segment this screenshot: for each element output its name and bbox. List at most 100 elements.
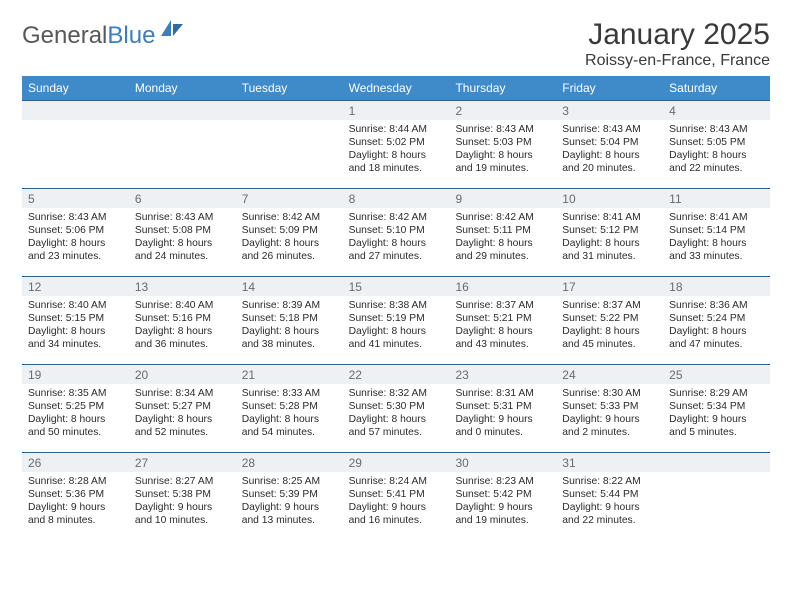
- sunset-line: Sunset: 5:15 PM: [28, 312, 123, 325]
- daylight-line: Daylight: 9 hours and 13 minutes.: [242, 501, 337, 527]
- sunrise-line: Sunrise: 8:33 AM: [242, 387, 337, 400]
- daylight-line: Daylight: 8 hours and 29 minutes.: [455, 237, 550, 263]
- sunset-line: Sunset: 5:24 PM: [669, 312, 764, 325]
- day-details: Sunrise: 8:35 AMSunset: 5:25 PMDaylight:…: [22, 384, 129, 445]
- sunset-line: Sunset: 5:42 PM: [455, 488, 550, 501]
- sunset-line: Sunset: 5:16 PM: [135, 312, 230, 325]
- day-number: 26: [22, 452, 129, 472]
- day-number: 5: [22, 188, 129, 208]
- day-details: Sunrise: 8:30 AMSunset: 5:33 PMDaylight:…: [556, 384, 663, 445]
- day-details: Sunrise: 8:43 AMSunset: 5:06 PMDaylight:…: [22, 208, 129, 269]
- day-number: 13: [129, 276, 236, 296]
- col-sunday: Sunday: [22, 76, 129, 100]
- calendar-day: 14Sunrise: 8:39 AMSunset: 5:18 PMDayligh…: [236, 276, 343, 364]
- day-number: 23: [449, 364, 556, 384]
- day-number: 15: [343, 276, 450, 296]
- daylight-line: Daylight: 8 hours and 45 minutes.: [562, 325, 657, 351]
- page: GeneralBlue January 2025 Roissy-en-Franc…: [0, 0, 792, 554]
- brand-part2: Blue: [107, 22, 155, 50]
- day-details: Sunrise: 8:43 AMSunset: 5:03 PMDaylight:…: [449, 120, 556, 181]
- daylight-line: Daylight: 8 hours and 57 minutes.: [349, 413, 444, 439]
- daylight-line: Daylight: 8 hours and 22 minutes.: [669, 149, 764, 175]
- daylight-line: Daylight: 8 hours and 20 minutes.: [562, 149, 657, 175]
- daylight-line: Daylight: 8 hours and 54 minutes.: [242, 413, 337, 439]
- sunrise-line: Sunrise: 8:43 AM: [28, 211, 123, 224]
- day-number: [663, 452, 770, 472]
- day-details: Sunrise: 8:42 AMSunset: 5:10 PMDaylight:…: [343, 208, 450, 269]
- calendar-week: 12Sunrise: 8:40 AMSunset: 5:15 PMDayligh…: [22, 276, 770, 364]
- sunrise-line: Sunrise: 8:27 AM: [135, 475, 230, 488]
- calendar-day: 21Sunrise: 8:33 AMSunset: 5:28 PMDayligh…: [236, 364, 343, 452]
- daylight-line: Daylight: 9 hours and 5 minutes.: [669, 413, 764, 439]
- calendar-day: 18Sunrise: 8:36 AMSunset: 5:24 PMDayligh…: [663, 276, 770, 364]
- col-friday: Friday: [556, 76, 663, 100]
- day-number: [236, 100, 343, 120]
- day-details: Sunrise: 8:27 AMSunset: 5:38 PMDaylight:…: [129, 472, 236, 533]
- sunset-line: Sunset: 5:39 PM: [242, 488, 337, 501]
- sunrise-line: Sunrise: 8:22 AM: [562, 475, 657, 488]
- calendar-day: 24Sunrise: 8:30 AMSunset: 5:33 PMDayligh…: [556, 364, 663, 452]
- calendar-day: 17Sunrise: 8:37 AMSunset: 5:22 PMDayligh…: [556, 276, 663, 364]
- daylight-line: Daylight: 8 hours and 33 minutes.: [669, 237, 764, 263]
- sunset-line: Sunset: 5:31 PM: [455, 400, 550, 413]
- sunset-line: Sunset: 5:41 PM: [349, 488, 444, 501]
- daylight-line: Daylight: 9 hours and 8 minutes.: [28, 501, 123, 527]
- calendar-day: 5Sunrise: 8:43 AMSunset: 5:06 PMDaylight…: [22, 188, 129, 276]
- day-details: Sunrise: 8:28 AMSunset: 5:36 PMDaylight:…: [22, 472, 129, 533]
- sunrise-line: Sunrise: 8:37 AM: [562, 299, 657, 312]
- sunset-line: Sunset: 5:03 PM: [455, 136, 550, 149]
- calendar-week: 19Sunrise: 8:35 AMSunset: 5:25 PMDayligh…: [22, 364, 770, 452]
- day-number: 2: [449, 100, 556, 120]
- sunrise-line: Sunrise: 8:29 AM: [669, 387, 764, 400]
- day-details: Sunrise: 8:33 AMSunset: 5:28 PMDaylight:…: [236, 384, 343, 445]
- day-details: Sunrise: 8:43 AMSunset: 5:04 PMDaylight:…: [556, 120, 663, 181]
- sunrise-line: Sunrise: 8:42 AM: [242, 211, 337, 224]
- col-tuesday: Tuesday: [236, 76, 343, 100]
- day-number: 31: [556, 452, 663, 472]
- col-wednesday: Wednesday: [343, 76, 450, 100]
- day-details: [236, 120, 343, 129]
- day-number: 22: [343, 364, 450, 384]
- sunset-line: Sunset: 5:28 PM: [242, 400, 337, 413]
- day-details: Sunrise: 8:43 AMSunset: 5:05 PMDaylight:…: [663, 120, 770, 181]
- sunset-line: Sunset: 5:11 PM: [455, 224, 550, 237]
- day-number: 10: [556, 188, 663, 208]
- calendar-day: 25Sunrise: 8:29 AMSunset: 5:34 PMDayligh…: [663, 364, 770, 452]
- daylight-line: Daylight: 8 hours and 43 minutes.: [455, 325, 550, 351]
- calendar-day: 28Sunrise: 8:25 AMSunset: 5:39 PMDayligh…: [236, 452, 343, 540]
- daylight-line: Daylight: 8 hours and 47 minutes.: [669, 325, 764, 351]
- sunset-line: Sunset: 5:38 PM: [135, 488, 230, 501]
- sunrise-line: Sunrise: 8:32 AM: [349, 387, 444, 400]
- sunset-line: Sunset: 5:02 PM: [349, 136, 444, 149]
- sunset-line: Sunset: 5:08 PM: [135, 224, 230, 237]
- sunrise-line: Sunrise: 8:43 AM: [455, 123, 550, 136]
- sunrise-line: Sunrise: 8:40 AM: [28, 299, 123, 312]
- day-details: Sunrise: 8:31 AMSunset: 5:31 PMDaylight:…: [449, 384, 556, 445]
- day-details: Sunrise: 8:40 AMSunset: 5:15 PMDaylight:…: [22, 296, 129, 357]
- daylight-line: Daylight: 8 hours and 24 minutes.: [135, 237, 230, 263]
- calendar-day: 22Sunrise: 8:32 AMSunset: 5:30 PMDayligh…: [343, 364, 450, 452]
- day-number: 27: [129, 452, 236, 472]
- sunset-line: Sunset: 5:34 PM: [669, 400, 764, 413]
- sunrise-line: Sunrise: 8:42 AM: [349, 211, 444, 224]
- sunset-line: Sunset: 5:36 PM: [28, 488, 123, 501]
- day-number: 17: [556, 276, 663, 296]
- calendar-day: 19Sunrise: 8:35 AMSunset: 5:25 PMDayligh…: [22, 364, 129, 452]
- day-details: Sunrise: 8:42 AMSunset: 5:11 PMDaylight:…: [449, 208, 556, 269]
- calendar-day-blank: [129, 100, 236, 188]
- day-number: 30: [449, 452, 556, 472]
- daylight-line: Daylight: 9 hours and 0 minutes.: [455, 413, 550, 439]
- title-block: January 2025 Roissy-en-France, France: [585, 18, 770, 70]
- day-number: 14: [236, 276, 343, 296]
- day-number: 9: [449, 188, 556, 208]
- calendar-day: 9Sunrise: 8:42 AMSunset: 5:11 PMDaylight…: [449, 188, 556, 276]
- calendar-day: 8Sunrise: 8:42 AMSunset: 5:10 PMDaylight…: [343, 188, 450, 276]
- sunrise-line: Sunrise: 8:44 AM: [349, 123, 444, 136]
- daylight-line: Daylight: 8 hours and 41 minutes.: [349, 325, 444, 351]
- daylight-line: Daylight: 9 hours and 10 minutes.: [135, 501, 230, 527]
- day-number: 29: [343, 452, 450, 472]
- day-number: 4: [663, 100, 770, 120]
- day-details: Sunrise: 8:38 AMSunset: 5:19 PMDaylight:…: [343, 296, 450, 357]
- day-details: Sunrise: 8:22 AMSunset: 5:44 PMDaylight:…: [556, 472, 663, 533]
- daylight-line: Daylight: 8 hours and 23 minutes.: [28, 237, 123, 263]
